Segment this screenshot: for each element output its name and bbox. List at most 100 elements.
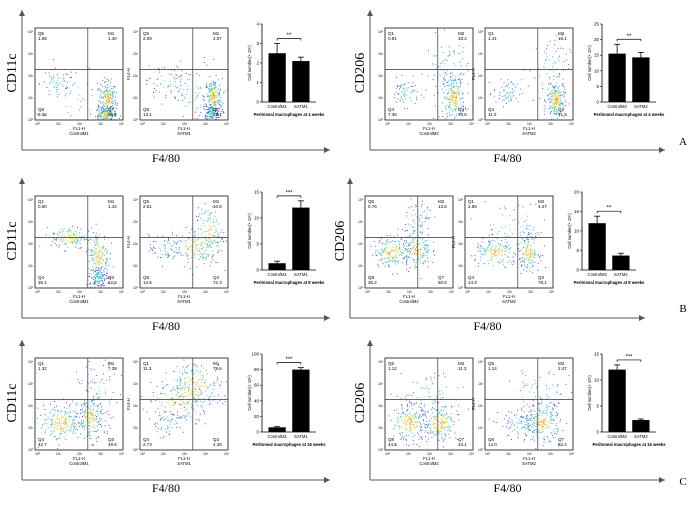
density-dot (403, 94, 405, 96)
density-dot (209, 97, 210, 99)
density-dot (454, 432, 456, 434)
density-dot (175, 420, 177, 422)
density-dot (208, 229, 210, 231)
density-dot (402, 86, 404, 88)
density-dot (94, 405, 95, 407)
density-dot (419, 430, 421, 432)
density-dot (200, 390, 202, 392)
density-dot (426, 240, 428, 241)
density-dot (507, 255, 509, 257)
density-dot (548, 94, 550, 95)
density-dot (442, 420, 444, 422)
density-dot (78, 241, 80, 243)
density-dot (410, 403, 412, 405)
density-dot (421, 217, 423, 219)
density-dot (91, 415, 92, 417)
density-dot (512, 88, 513, 90)
density-dot (419, 254, 421, 256)
density-dot (94, 419, 95, 421)
density-dot (423, 411, 425, 413)
density-dot (210, 93, 212, 95)
density-dot (441, 423, 443, 425)
density-dot (215, 75, 217, 76)
quadrant-label-ll: Q4 (38, 437, 45, 442)
y-tick-label: 10⁰ (28, 448, 34, 452)
y-tick-label: 10⁰ (358, 286, 364, 290)
density-dot (79, 232, 81, 233)
density-dot (456, 83, 458, 85)
density-dot (524, 259, 526, 260)
density-dot (498, 261, 500, 263)
density-dot (213, 385, 215, 387)
density-dot (92, 417, 93, 419)
density-dot (554, 94, 555, 96)
density-dot (210, 96, 212, 98)
density-dot (93, 279, 94, 281)
density-dot (407, 230, 408, 232)
density-dot (406, 268, 408, 270)
density-dot (411, 402, 412, 404)
density-dot (423, 423, 425, 425)
significance-stars: ** (627, 34, 632, 40)
quadrant-label-ul: Q1 (38, 361, 45, 366)
density-dot (214, 113, 216, 114)
density-dot (421, 254, 422, 256)
density-dot (99, 261, 101, 262)
density-dot (106, 111, 108, 113)
density-dot (53, 435, 55, 437)
density-dot (201, 393, 203, 395)
density-dot (99, 251, 101, 253)
density-dot (555, 82, 557, 84)
density-dot (378, 252, 379, 254)
density-dot (91, 269, 92, 271)
density-dot (217, 100, 219, 102)
density-dot (491, 258, 493, 260)
density-dot (443, 83, 445, 85)
density-dot (174, 404, 176, 405)
density-dot (545, 427, 547, 428)
density-dot (427, 228, 429, 229)
density-dot (540, 403, 542, 404)
density-dot (155, 90, 157, 92)
density-dot (97, 107, 99, 109)
density-dot (412, 440, 414, 442)
bar-y-axis-label: Cell number(× 10⁶) (247, 213, 252, 249)
density-dot (413, 230, 415, 231)
density-dot (188, 258, 189, 259)
density-dot (182, 89, 184, 91)
density-dot (443, 77, 445, 79)
y-tick-label: 10² (28, 242, 34, 246)
density-dot (190, 397, 191, 399)
quadrant-value-ll: 9.36 (38, 112, 47, 117)
x-tick-label: 10⁴ (119, 122, 125, 126)
density-dot (530, 419, 532, 421)
density-dot (384, 248, 385, 250)
density-dot (163, 79, 165, 81)
density-dot (208, 89, 210, 91)
density-dot (155, 411, 156, 413)
x-tick-label: 10² (77, 122, 83, 126)
density-dot (90, 405, 91, 407)
density-dot (160, 428, 162, 430)
density-dot (502, 260, 503, 262)
density-dot (527, 242, 529, 243)
density-dot (550, 96, 552, 98)
density-dot (400, 415, 402, 417)
density-dot (68, 421, 70, 423)
x-tick-label: 10¹ (406, 122, 412, 126)
density-dot (186, 373, 188, 375)
density-dot (404, 250, 406, 251)
y-tick-label: 10⁰ (378, 118, 384, 122)
flow-density-dots (39, 223, 115, 288)
density-dot (169, 424, 171, 426)
density-dot (95, 415, 97, 417)
density-dot (55, 239, 57, 241)
density-dot (209, 104, 211, 105)
density-dot (484, 263, 486, 265)
density-dot (451, 114, 452, 116)
density-dot (521, 264, 523, 266)
density-dot (382, 251, 384, 253)
density-dot (70, 77, 72, 78)
density-dot (198, 398, 200, 400)
density-dot (380, 248, 382, 250)
